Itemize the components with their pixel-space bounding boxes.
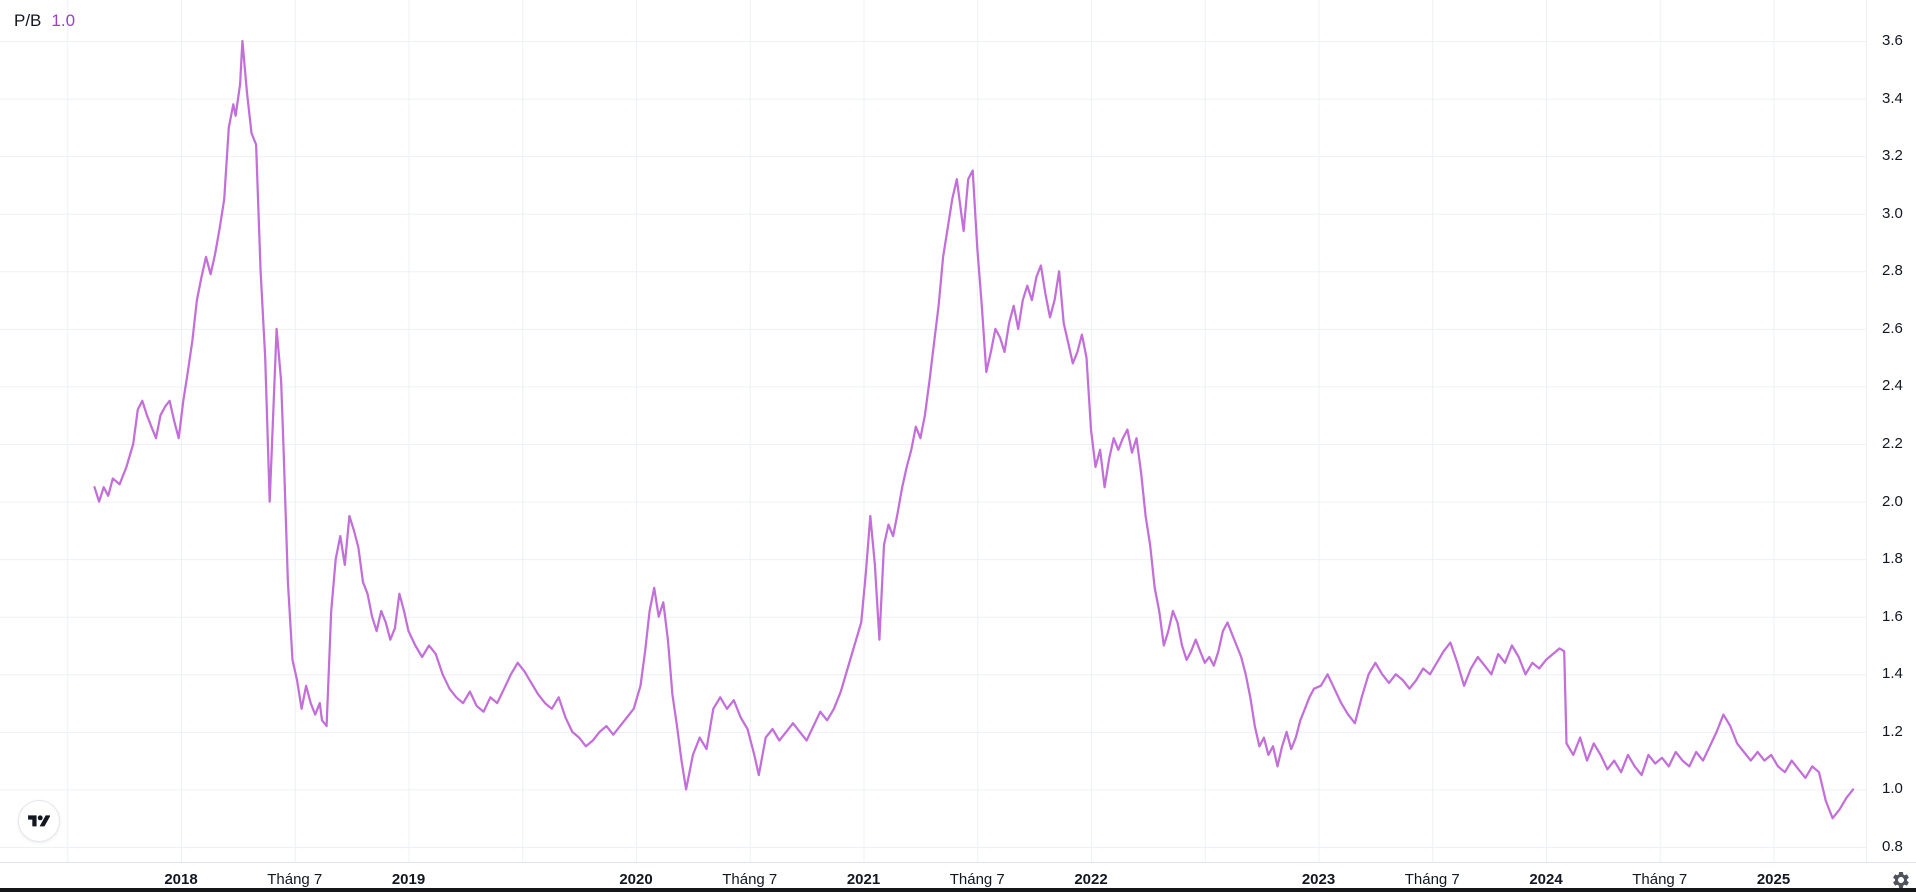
price-axis-label: 3.2 [1882, 147, 1903, 165]
price-axis[interactable]: 3.6 3.4 3.2 3.0 2.8 2.6 2.4 2.2 2.0 1.8 1.6 1.4 1.2 1… [1866, 0, 1916, 862]
tradingview-logo[interactable] [18, 800, 60, 842]
gear-icon [1893, 872, 1909, 888]
time-axis-label: 2022 [1074, 871, 1108, 888]
time-axis-label: 2024 [1529, 871, 1563, 888]
price-axis-label: 2.4 [1882, 377, 1903, 395]
price-axis-label: 1.0 [1882, 780, 1903, 798]
price-axis-label: 2.6 [1882, 319, 1903, 337]
time-axis-label: 2018 [164, 871, 198, 888]
price-axis-label: 1.2 [1882, 722, 1903, 740]
price-axis-label: 0.8 [1882, 838, 1903, 855]
time-axis-label: 2019 [391, 871, 426, 888]
price-axis-label: 3.4 [1882, 89, 1903, 107]
price-axis-label: 1.6 [1882, 607, 1903, 625]
series-last-value: 1.0 [51, 11, 76, 30]
price-axis-label: 3.6 [1882, 32, 1903, 49]
price-axis-label: 2.0 [1882, 492, 1903, 510]
price-axis-label: 2.2 [1882, 435, 1903, 452]
price-axis-label: 1.8 [1882, 550, 1903, 568]
price-axis-label: 1.4 [1882, 665, 1903, 683]
legend[interactable]: P/B 1.0 [14, 10, 75, 31]
chart-plot-area[interactable] [0, 0, 1866, 862]
series-line [93, 39, 1855, 820]
time-axis[interactable]: 2018 Tháng 7 2019 2020 Tháng 7 2021 Tháng 7 202… [0, 862, 1916, 888]
time-axis-label: Tháng 7 [267, 871, 323, 888]
time-axis-label: Tháng 7 [722, 871, 778, 888]
time-axis-label: 2021 [846, 871, 881, 888]
time-axis-label: Tháng 7 [1404, 871, 1460, 888]
price-axis-label: 3.0 [1882, 204, 1903, 222]
time-axis-label: 2020 [619, 871, 653, 888]
tradingview-logo-icon [28, 814, 50, 826]
chart-settings-button[interactable] [1890, 869, 1912, 891]
bottom-border [0, 888, 1916, 892]
price-axis-label: 2.8 [1882, 262, 1903, 280]
time-axis-label: Tháng 7 [949, 871, 1005, 888]
series-symbol-label: P/B [14, 11, 42, 30]
time-axis-label: 2025 [1756, 871, 1791, 888]
time-axis-label: 2023 [1301, 871, 1336, 888]
time-axis-label: Tháng 7 [1632, 871, 1688, 888]
